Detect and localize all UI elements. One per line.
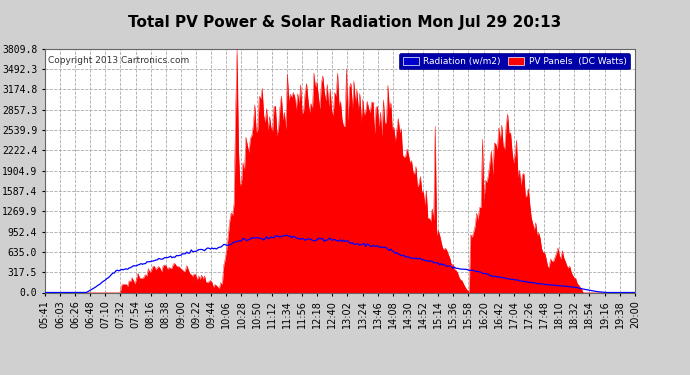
Text: Copyright 2013 Cartronics.com: Copyright 2013 Cartronics.com: [48, 56, 189, 65]
Legend: Radiation (w/m2), PV Panels  (DC Watts): Radiation (w/m2), PV Panels (DC Watts): [399, 53, 630, 69]
Text: Total PV Power & Solar Radiation Mon Jul 29 20:13: Total PV Power & Solar Radiation Mon Jul…: [128, 15, 562, 30]
